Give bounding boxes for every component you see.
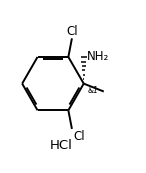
Text: HCl: HCl bbox=[50, 139, 73, 152]
Text: Cl: Cl bbox=[73, 130, 85, 143]
Text: Cl: Cl bbox=[66, 25, 78, 38]
Text: &1: &1 bbox=[88, 86, 99, 95]
Text: NH₂: NH₂ bbox=[87, 50, 110, 63]
